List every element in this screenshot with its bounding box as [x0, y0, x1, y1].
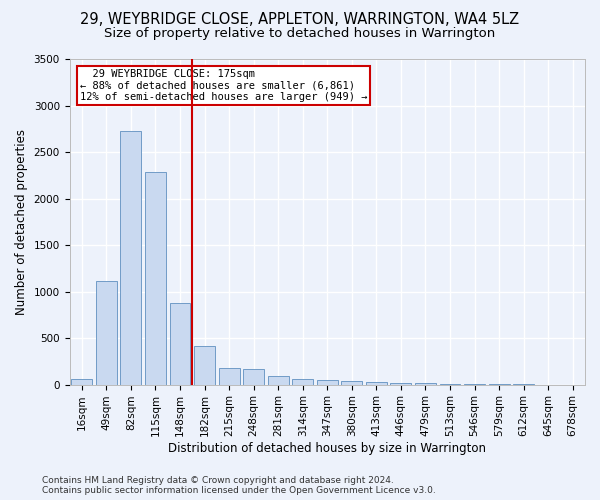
Text: Size of property relative to detached houses in Warrington: Size of property relative to detached ho… [104, 28, 496, 40]
Text: 29, WEYBRIDGE CLOSE, APPLETON, WARRINGTON, WA4 5LZ: 29, WEYBRIDGE CLOSE, APPLETON, WARRINGTO… [80, 12, 520, 28]
Bar [121, 130, 142, 384]
Bar [243, 369, 264, 384]
Bar [292, 379, 313, 384]
Bar [268, 376, 289, 384]
Bar [317, 380, 338, 384]
Bar [194, 346, 215, 385]
Bar [218, 368, 239, 384]
Bar [96, 282, 117, 385]
Bar [170, 302, 190, 384]
Bar [145, 172, 166, 384]
Bar [341, 382, 362, 384]
Bar [366, 382, 387, 384]
Bar [71, 380, 92, 384]
X-axis label: Distribution of detached houses by size in Warrington: Distribution of detached houses by size … [168, 442, 486, 455]
Bar [391, 383, 412, 384]
Text: 29 WEYBRIDGE CLOSE: 175sqm  
← 88% of detached houses are smaller (6,861)
12% of: 29 WEYBRIDGE CLOSE: 175sqm ← 88% of deta… [80, 69, 367, 102]
Y-axis label: Number of detached properties: Number of detached properties [15, 129, 28, 315]
Text: Contains HM Land Registry data © Crown copyright and database right 2024.
Contai: Contains HM Land Registry data © Crown c… [42, 476, 436, 495]
